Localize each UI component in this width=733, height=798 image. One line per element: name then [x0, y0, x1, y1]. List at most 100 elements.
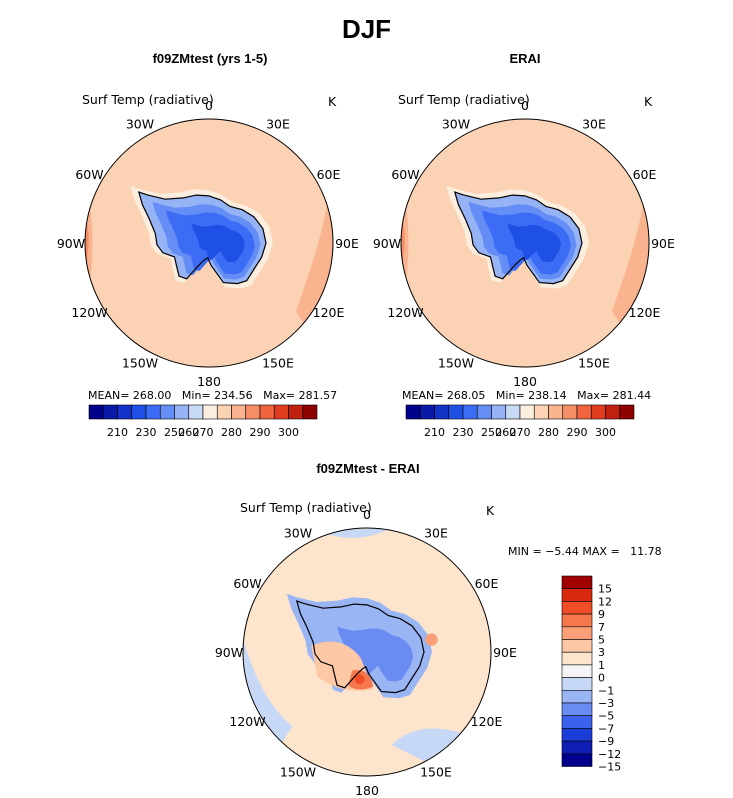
panel-3-units: K: [486, 503, 495, 518]
panel-2-mean: 268.05: [446, 389, 486, 402]
colorbar-tick-label: −3: [598, 697, 614, 710]
colorbar-swatch: [202, 404, 218, 420]
colorbar-tick-label: 290: [567, 426, 588, 439]
colorbar-swatch: [448, 404, 464, 420]
panel-1-units: K: [328, 94, 337, 109]
panel-3-max-label: MAX =: [582, 545, 620, 558]
antarctica-coastline: [453, 191, 583, 285]
colorbar-tick-label: 12: [598, 595, 612, 608]
longitude-label-120E: 120E: [629, 305, 661, 320]
longitude-label-90E: 90E: [651, 236, 675, 251]
map-border: [400, 118, 650, 368]
colorbar-swatch: [434, 404, 450, 420]
panel-3-title: f09ZMtest - ERAI: [316, 461, 420, 476]
colorbar-swatch: [505, 404, 521, 420]
longitude-label-90W: 90W: [373, 236, 401, 251]
panel-3-field-label: Surf Temp (radiative): [240, 500, 372, 515]
panel-1-max-label: Max=: [263, 389, 296, 402]
colorbar-tick-label: 15: [598, 583, 612, 596]
colorbar-swatch: [405, 404, 421, 420]
colorbar-tick-label: −9: [598, 735, 614, 748]
colorbar-swatch: [188, 404, 204, 420]
colorbar-swatch: [117, 404, 133, 420]
ice-anomaly-core: [336, 626, 414, 682]
colorbar-swatch: [419, 404, 435, 420]
colorbar-swatch: [131, 404, 147, 420]
longitude-label-120W: 120W: [229, 714, 265, 729]
colorbar-tick-label: 260: [495, 426, 516, 439]
colorbar-tick-label: 210: [424, 426, 445, 439]
panel-3-min: −5.44: [545, 545, 579, 558]
panel-3-max: 11.78: [630, 545, 662, 558]
colorbar-tick-label: −15: [598, 761, 621, 774]
longitude-label-150W: 150W: [438, 356, 474, 371]
colorbar-swatch: [102, 404, 118, 420]
colorbar-tick-label: −7: [598, 722, 614, 735]
colorbar-swatch: [561, 753, 593, 767]
panel-3-map: 0 30E 60E 90E 120E 150E 180 150W 120W 90W 60W 30W: [215, 507, 517, 798]
longitude-label-60W: 60W: [233, 576, 261, 591]
ice-plateau: [191, 223, 245, 263]
longitude-label-60E: 60E: [633, 167, 657, 182]
panel-1-title: f09ZMtest (yrs 1-5): [152, 51, 268, 66]
colorbar-swatch: [519, 404, 535, 420]
colorbar-tick-label: 270: [510, 426, 531, 439]
longitude-label-30E: 30E: [266, 116, 290, 131]
colorbar-swatch: [533, 404, 549, 420]
colorbar-tick-label: 5: [598, 634, 605, 647]
panel-1-mean: 268.00: [132, 389, 172, 402]
panel-3-min-label: MIN =: [508, 545, 542, 558]
longitude-label-150W: 150W: [122, 356, 158, 371]
colorbar-tick-label: 300: [595, 426, 616, 439]
colorbar-swatch: [561, 715, 593, 729]
colorbar-swatch: [561, 728, 593, 742]
antarctica-coastline: [295, 600, 425, 694]
warm-anomaly-peak: [354, 674, 365, 685]
map-border: [242, 527, 492, 777]
colorbar-swatch: [561, 690, 593, 704]
colorbar-swatch: [462, 404, 478, 420]
colorbar-tick-label: −5: [598, 710, 614, 723]
colorbar-tick-label: 210: [107, 426, 128, 439]
colorbar-swatch: [561, 664, 593, 678]
colorbar-swatch: [561, 651, 593, 666]
colorbar-swatch: [561, 677, 593, 691]
longitude-label-60E: 60E: [317, 167, 341, 182]
longitude-label-120W: 120W: [387, 305, 423, 320]
colorbar-tick-label: 270: [193, 426, 214, 439]
longitude-label-90W: 90W: [215, 645, 243, 660]
longitude-label-150E: 150E: [578, 356, 610, 371]
colorbar-swatch: [561, 588, 593, 602]
panel-2-units: K: [644, 94, 653, 109]
colorbar-tick-label: 250: [164, 426, 185, 439]
map-contours: [401, 119, 649, 367]
longitude-label-180: 180: [197, 374, 221, 389]
colorbar-swatch: [548, 404, 564, 420]
panel-2-max-label: Max=: [577, 389, 610, 402]
colorbar-swatch: [576, 404, 592, 420]
map-contours: [243, 528, 491, 776]
colorbar-swatch: [88, 404, 104, 420]
colorbar-tick-label: 300: [278, 426, 299, 439]
panel-1-field-label: Surf Temp (radiative): [82, 92, 214, 107]
longitude-label-60W: 60W: [391, 167, 419, 182]
panel-1-min-label: Min=: [181, 389, 211, 402]
longitude-label-30E: 30E: [424, 525, 448, 540]
colorbar-swatch: [590, 404, 606, 420]
panel-2-min-label: Min=: [495, 389, 525, 402]
panel-2-max: 281.44: [612, 389, 652, 402]
colorbar-swatch: [491, 404, 507, 420]
longitude-label-150W: 150W: [280, 765, 316, 780]
longitude-label-60W: 60W: [75, 167, 103, 182]
longitude-label-180: 180: [355, 783, 379, 798]
map-border: [84, 118, 334, 368]
colorbar-tick-label: 260: [178, 426, 199, 439]
colorbar-swatch: [561, 740, 593, 755]
panel-2-min: 238.14: [528, 389, 567, 402]
colorbar-tick-label: −1: [598, 684, 614, 697]
longitude-label-30E: 30E: [582, 116, 606, 131]
longitude-label-120E: 120E: [471, 714, 503, 729]
colorbar-swatch: [561, 613, 593, 628]
